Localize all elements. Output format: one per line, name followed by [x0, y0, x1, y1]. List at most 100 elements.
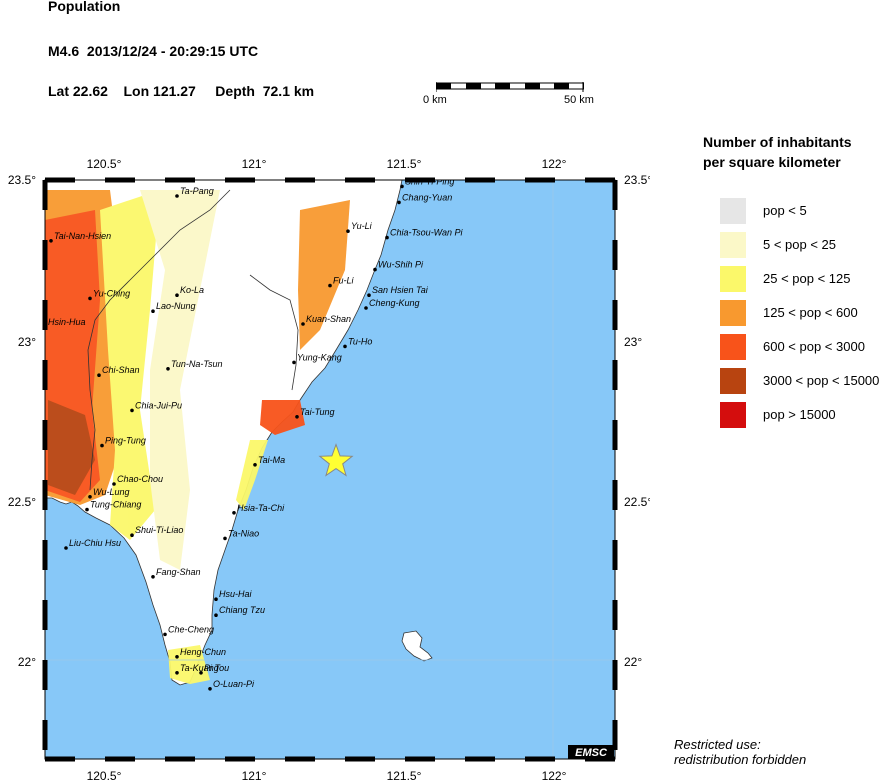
city-ko-la: Ko-La — [175, 285, 204, 297]
city-dot — [328, 283, 332, 288]
city-label: Hsin-Hua — [48, 317, 86, 327]
city-label: Liu-Chiu Hsu — [69, 538, 121, 548]
city-label: Hsu-Hai — [219, 589, 253, 599]
scale-bar — [436, 82, 584, 92]
lon-top-3: 122° — [542, 157, 567, 171]
city-dot — [214, 597, 218, 601]
city-dot — [175, 655, 179, 659]
city-label: Ta-Niao — [228, 528, 259, 538]
city-label: Tai-Tung — [300, 407, 335, 417]
city-dot — [163, 632, 167, 637]
city-dot — [373, 267, 377, 272]
restricted-line1: Restricted use: — [674, 737, 761, 752]
admin-boundaries — [87, 189, 299, 491]
event-info: M4.6 2013/12/24 - 20:29:15 UTC — [48, 43, 259, 59]
city-label: Cheng-Kung — [369, 298, 420, 308]
scale-end-label: 50 km — [564, 94, 594, 106]
city-chang-yuan: Chang-Yuan — [397, 192, 452, 205]
city-yu-ching: Yu-Ching — [88, 288, 130, 301]
scale-start-label: 0 km — [423, 94, 447, 106]
city-label: Yu-Li — [351, 221, 373, 231]
city-shui-ti-liao: Shui-Ti-Liao — [130, 525, 183, 537]
city-ta-pang: Ta-Pang — [175, 186, 214, 198]
city-fang-shan: Fang-Shan — [151, 567, 201, 579]
city-tai-ma: Tai-Ma — [253, 455, 285, 467]
axis-labels: 120.5° 121° 121.5° 122° 120.5° 121° 121.… — [8, 157, 650, 782]
legend-label: pop > 15000 — [763, 407, 836, 422]
city-dot — [364, 306, 368, 310]
restricted-notice: Restricted use: redistribution forbidden — [674, 737, 806, 767]
emsc-badge: EMSC — [575, 747, 608, 759]
city-cheng-kung: Cheng-Kung — [364, 298, 420, 310]
city-pi-tou: Pi Tou — [199, 663, 229, 675]
lon-top-2: 121.5° — [387, 157, 422, 171]
city-chao-chou: Chao-Chou — [112, 474, 163, 486]
map-title: Population — [48, 0, 121, 14]
city-wu-shih-pi: Wu-Shih Pi — [373, 260, 424, 272]
legend-swatch — [720, 198, 746, 224]
city-dot — [88, 296, 92, 301]
city-chi-shan: Chi-Shan — [97, 365, 140, 377]
city-dot — [199, 671, 203, 675]
city-tai-tung: Tai-Tung — [295, 407, 335, 419]
map-frame — [44, 179, 616, 760]
city-dot — [151, 309, 155, 313]
city-label: Ta-Kuang — [180, 663, 219, 673]
city-label: Shui-Ti-Liao — [135, 525, 183, 535]
city-label: Chia-Jui-Pu — [135, 400, 182, 410]
city-dot — [97, 373, 101, 377]
city-kuan-shan: Kuan-Shan — [301, 314, 351, 326]
lon-top-1: 121° — [242, 157, 267, 171]
city-dot — [223, 536, 227, 541]
city-label: Yung-Kang — [297, 352, 342, 362]
lon-bottom-3: 122° — [542, 769, 567, 782]
city-label: Chia-Tsou-Wan Pi — [390, 228, 464, 238]
city-label: Che-Cheng — [168, 624, 214, 634]
city-label: Kuan-Shan — [306, 314, 351, 324]
city-dot — [253, 463, 257, 467]
city-shih-ti-ping: Shih-Ti-Ping — [400, 176, 454, 189]
city-dot — [367, 293, 371, 297]
city-dot — [301, 322, 305, 326]
city-markers: Ta-Pang Tai-Nan-Hsien Yu-Ching Ko-La Lao-Nun… — [45, 176, 464, 691]
city-dot — [166, 367, 170, 371]
city-label: Tun-Na-Tsun — [171, 359, 223, 369]
city-label: Pi Tou — [204, 663, 229, 673]
island — [401, 630, 433, 662]
city-ta-kuang: Ta-Kuang — [175, 663, 219, 675]
city-dot — [175, 194, 179, 198]
city-dot — [343, 344, 347, 349]
city-ta-niao: Ta-Niao — [223, 528, 259, 541]
restricted-line2: redistribution forbidden — [674, 752, 807, 767]
city-label: Tu-Ho — [348, 336, 372, 346]
city-label: Hsia-Ta-Chi — [237, 503, 285, 513]
city-label: Chang-Yuan — [402, 192, 452, 202]
legend-label: 600 < pop < 3000 — [763, 339, 865, 354]
city-dot — [130, 533, 134, 537]
city-dot — [397, 200, 401, 205]
city-dot — [385, 235, 389, 240]
city-dot — [295, 415, 299, 419]
city-dot — [130, 408, 134, 413]
lat-right-1: 23° — [624, 335, 642, 349]
city-chia-jui-pu: Chia-Jui-Pu — [130, 400, 182, 413]
population-map[interactable]: Ta-Pang Tai-Nan-Hsien Yu-Ching Ko-La Lao-Nun… — [0, 150, 650, 782]
city-dot — [208, 687, 212, 691]
city-label: Fu-Li — [333, 276, 355, 286]
city-dot — [85, 507, 89, 512]
frame-ticks — [42, 177, 618, 762]
lon-top-0: 120.5° — [87, 157, 122, 171]
city-tai-nan-hsien: Tai-Nan-Hsien — [49, 231, 111, 243]
city-label: Ping-Tung — [105, 436, 146, 446]
city-label: Shih-Ti-Ping — [405, 176, 454, 186]
city-wu-lung: Wu-Lung — [88, 487, 130, 499]
city-label: O-Luan-Pi — [213, 679, 255, 689]
city-o-luan-pi: O-Luan-Pi — [208, 679, 255, 691]
city-dot — [88, 495, 92, 499]
city-dot — [214, 613, 218, 617]
city-label: San Hsien Tai — [372, 285, 429, 295]
epicenter-star-icon — [318, 443, 354, 477]
legend-swatch — [720, 368, 746, 394]
legend-label: 5 < pop < 25 — [763, 237, 837, 252]
city-label: Tai-Ma — [258, 455, 285, 465]
